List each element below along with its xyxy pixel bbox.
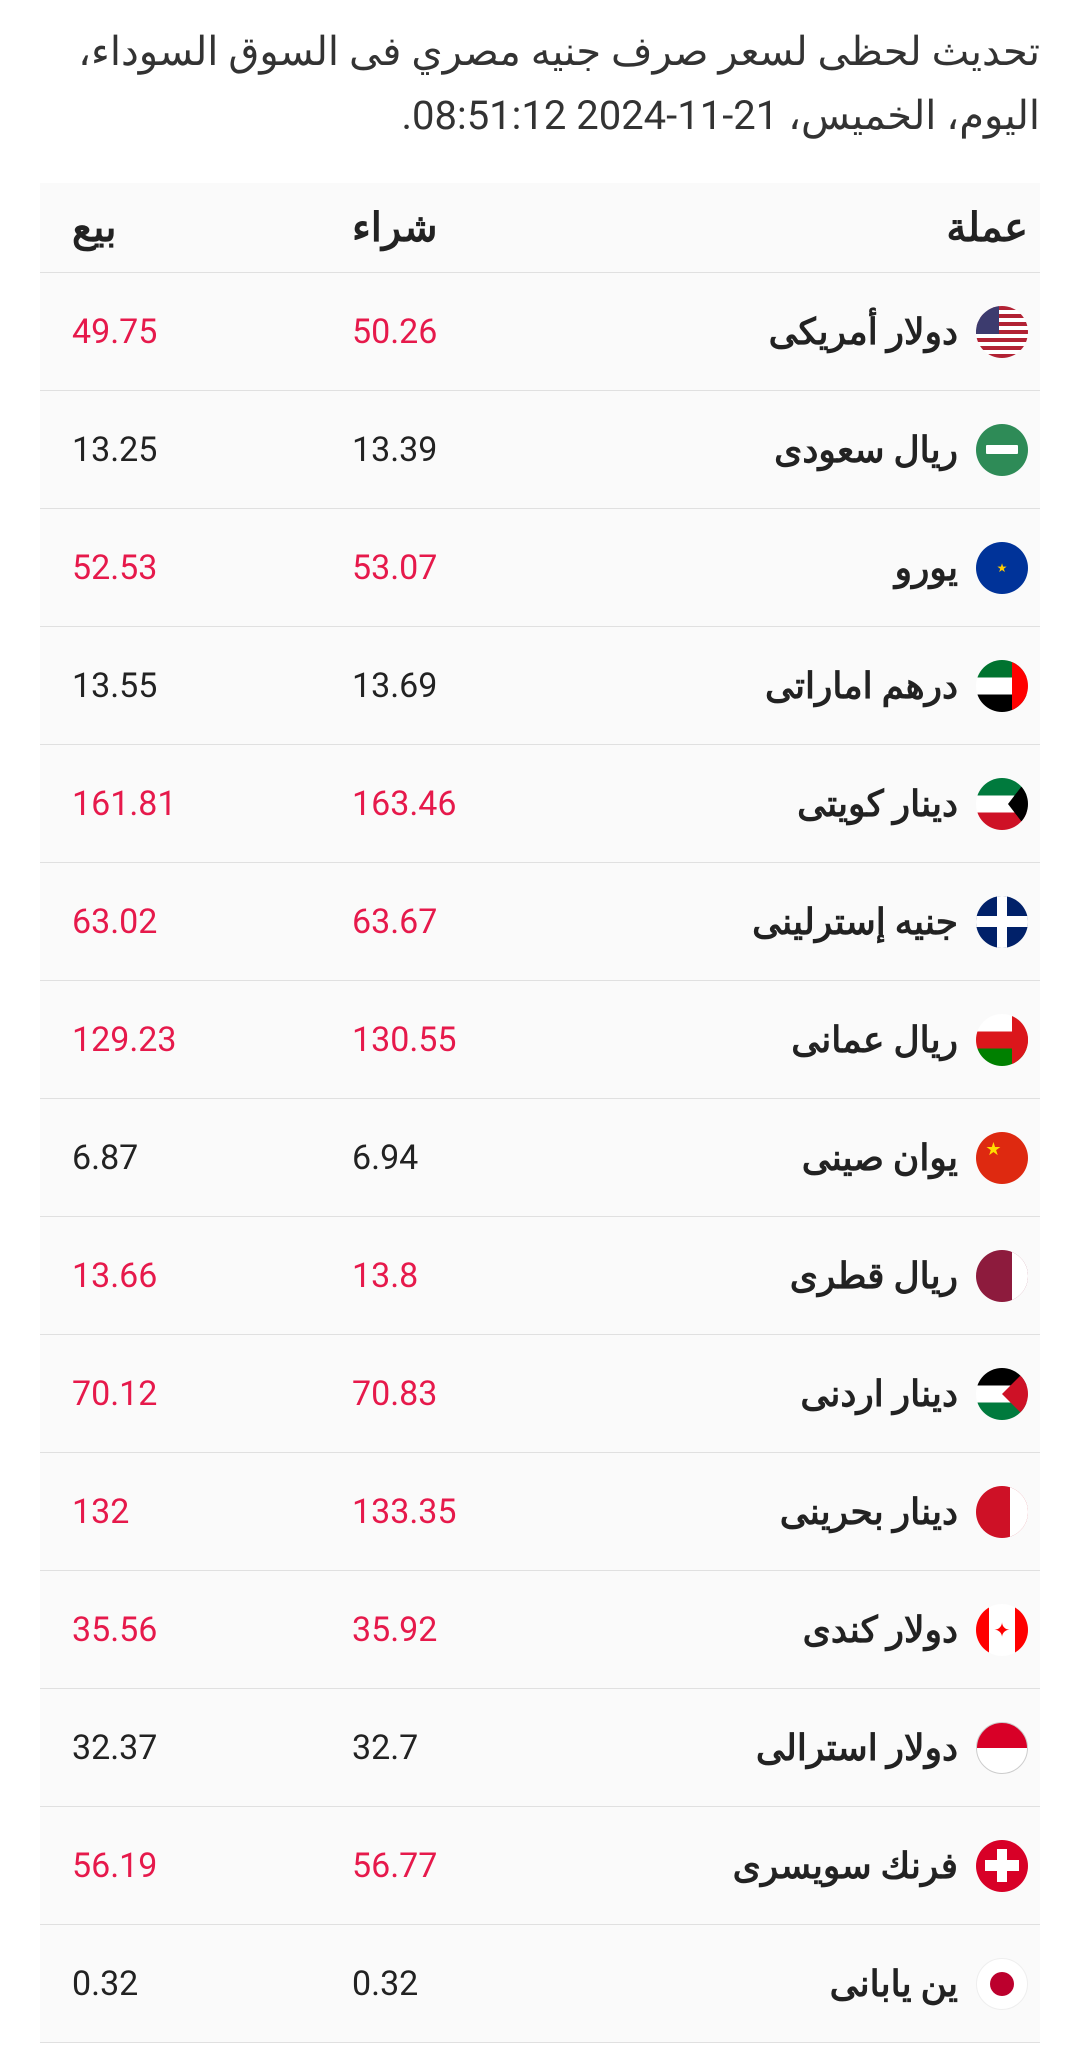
flag-sa-icon bbox=[976, 424, 1028, 476]
sell-value: 0.32 bbox=[52, 1964, 332, 2004]
currency-name: ين يابانى bbox=[830, 1963, 958, 2005]
currency-cell: دينار كويتى bbox=[612, 778, 1028, 830]
header-currency: عملة bbox=[612, 204, 1028, 251]
currency-name: ريال عمانى bbox=[791, 1019, 958, 1061]
flag-ch-icon bbox=[976, 1840, 1028, 1892]
buy-value: 13.69 bbox=[332, 666, 612, 706]
rates-table: عملة شراء بيع دولار أمريكى 50.2649.75 ريال… bbox=[40, 183, 1040, 2043]
table-header-row: عملة شراء بيع bbox=[40, 183, 1040, 273]
buy-value: 6.94 bbox=[332, 1138, 612, 1178]
flag-ca-icon bbox=[976, 1604, 1028, 1656]
currency-name: درهم اماراتى bbox=[765, 665, 958, 707]
table-row[interactable]: ريال سعودى 13.3913.25 bbox=[40, 391, 1040, 509]
currency-name: دينار بحرينى bbox=[780, 1491, 958, 1533]
table-row[interactable]: جنيه إسترلينى 63.6763.02 bbox=[40, 863, 1040, 981]
flag-kw-icon bbox=[976, 778, 1028, 830]
buy-value: 35.92 bbox=[332, 1610, 612, 1650]
sell-value: 35.56 bbox=[52, 1610, 332, 1650]
sell-value: 129.23 bbox=[52, 1020, 332, 1060]
currency-name: ريال سعودى bbox=[774, 429, 958, 471]
currency-name: دولار استرالى bbox=[756, 1727, 958, 1769]
currency-cell: ين يابانى bbox=[612, 1958, 1028, 2010]
flag-om-icon bbox=[976, 1014, 1028, 1066]
buy-value: 133.35 bbox=[332, 1492, 612, 1532]
flag-cn-icon bbox=[976, 1132, 1028, 1184]
currency-name: دينار كويتى bbox=[797, 783, 958, 825]
currency-cell: ريال قطرى bbox=[612, 1250, 1028, 1302]
table-row[interactable]: دينار بحرينى 133.35132 bbox=[40, 1453, 1040, 1571]
buy-value: 53.07 bbox=[332, 548, 612, 588]
sell-value: 49.75 bbox=[52, 312, 332, 352]
sell-value: 32.37 bbox=[52, 1728, 332, 1768]
currency-cell: يورو bbox=[612, 542, 1028, 594]
buy-value: 0.32 bbox=[332, 1964, 612, 2004]
flag-qa-icon bbox=[976, 1250, 1028, 1302]
header-sell: بيع bbox=[52, 204, 332, 251]
sell-value: 56.19 bbox=[52, 1846, 332, 1886]
currency-name: فرنك سويسرى bbox=[733, 1845, 958, 1887]
table-row[interactable]: ريال عمانى 130.55129.23 bbox=[40, 981, 1040, 1099]
table-row[interactable]: دولار أمريكى 50.2649.75 bbox=[40, 273, 1040, 391]
table-row[interactable]: فرنك سويسرى 56.7756.19 bbox=[40, 1807, 1040, 1925]
currency-name: ريال قطرى bbox=[790, 1255, 958, 1297]
sell-value: 13.66 bbox=[52, 1256, 332, 1296]
table-row[interactable]: ريال قطرى 13.813.66 bbox=[40, 1217, 1040, 1335]
buy-value: 63.67 bbox=[332, 902, 612, 942]
flag-us-icon bbox=[976, 306, 1028, 358]
currency-name: يورو bbox=[895, 547, 958, 589]
flag-jo-icon bbox=[976, 1368, 1028, 1420]
buy-value: 50.26 bbox=[332, 312, 612, 352]
sell-value: 6.87 bbox=[52, 1138, 332, 1178]
currency-cell: ريال عمانى bbox=[612, 1014, 1028, 1066]
sell-value: 161.81 bbox=[52, 784, 332, 824]
sell-value: 63.02 bbox=[52, 902, 332, 942]
currency-cell: دولار أمريكى bbox=[612, 306, 1028, 358]
currency-cell: درهم اماراتى bbox=[612, 660, 1028, 712]
currency-cell: دولار كندى bbox=[612, 1604, 1028, 1656]
buy-value: 130.55 bbox=[332, 1020, 612, 1060]
currency-name: يوان صينى bbox=[802, 1137, 958, 1179]
buy-value: 32.7 bbox=[332, 1728, 612, 1768]
currency-name: دينار اردنى bbox=[800, 1373, 958, 1415]
buy-value: 70.83 bbox=[332, 1374, 612, 1414]
table-row[interactable]: يورو 53.0752.53 bbox=[40, 509, 1040, 627]
table-row[interactable]: دولار استرالى 32.732.37 bbox=[40, 1689, 1040, 1807]
currency-name: دولار كندى bbox=[803, 1609, 958, 1651]
currency-cell: يوان صينى bbox=[612, 1132, 1028, 1184]
currency-name: دولار أمريكى bbox=[769, 311, 958, 353]
flag-gb-icon bbox=[976, 896, 1028, 948]
currency-cell: جنيه إسترلينى bbox=[612, 896, 1028, 948]
buy-value: 56.77 bbox=[332, 1846, 612, 1886]
table-row[interactable]: درهم اماراتى 13.6913.55 bbox=[40, 627, 1040, 745]
currency-cell: دولار استرالى bbox=[612, 1722, 1028, 1774]
sell-value: 132 bbox=[52, 1492, 332, 1532]
sell-value: 13.55 bbox=[52, 666, 332, 706]
flag-bh-icon bbox=[976, 1486, 1028, 1538]
currency-cell: فرنك سويسرى bbox=[612, 1840, 1028, 1892]
currency-cell: دينار بحرينى bbox=[612, 1486, 1028, 1538]
page-title: تحديث لحظى لسعر صرف جنيه مصري فى السوق ا… bbox=[40, 20, 1040, 148]
sell-value: 52.53 bbox=[52, 548, 332, 588]
sell-value: 13.25 bbox=[52, 430, 332, 470]
sell-value: 70.12 bbox=[52, 1374, 332, 1414]
table-row[interactable]: دينار اردنى 70.8370.12 bbox=[40, 1335, 1040, 1453]
table-row[interactable]: دولار كندى 35.9235.56 bbox=[40, 1571, 1040, 1689]
currency-name: جنيه إسترلينى bbox=[752, 901, 958, 943]
currency-cell: ريال سعودى bbox=[612, 424, 1028, 476]
table-row[interactable]: يوان صينى 6.946.87 bbox=[40, 1099, 1040, 1217]
buy-value: 13.8 bbox=[332, 1256, 612, 1296]
flag-eu-icon bbox=[976, 542, 1028, 594]
flag-jp-icon bbox=[976, 1958, 1028, 2010]
table-row[interactable]: ين يابانى 0.320.32 bbox=[40, 1925, 1040, 2043]
buy-value: 13.39 bbox=[332, 430, 612, 470]
flag-au-icon bbox=[976, 1722, 1028, 1774]
currency-cell: دينار اردنى bbox=[612, 1368, 1028, 1420]
flag-ae-icon bbox=[976, 660, 1028, 712]
header-buy: شراء bbox=[332, 204, 612, 251]
buy-value: 163.46 bbox=[332, 784, 612, 824]
table-row[interactable]: دينار كويتى 163.46161.81 bbox=[40, 745, 1040, 863]
exchange-rates-panel: تحديث لحظى لسعر صرف جنيه مصري فى السوق ا… bbox=[0, 0, 1080, 2063]
